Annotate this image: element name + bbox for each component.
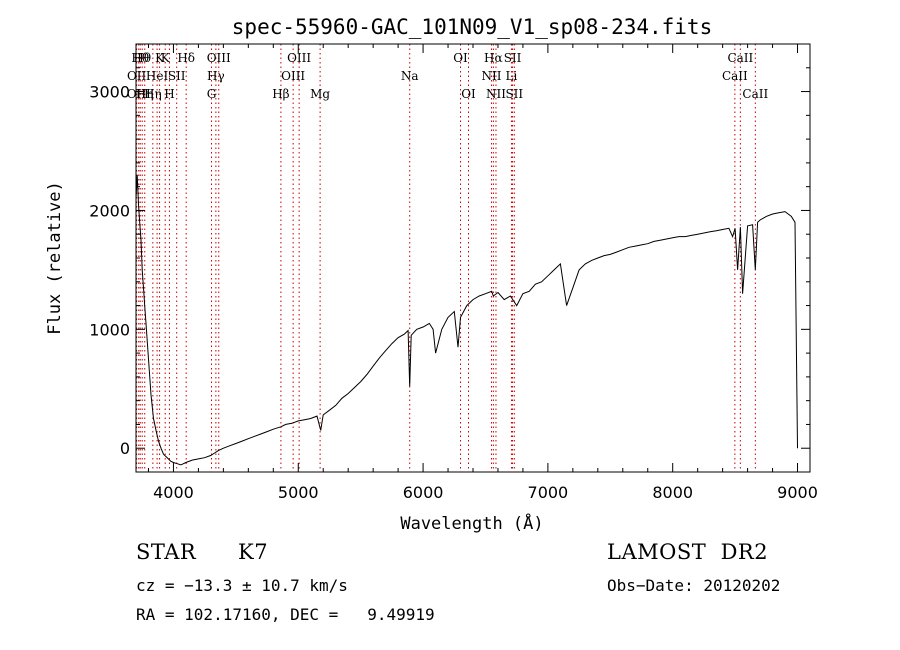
line-label-11: Hδ	[177, 51, 195, 65]
line-label-3: Hθ	[133, 51, 151, 65]
line-label-15: Hβ	[272, 87, 289, 101]
x-tick-label-2: 6000	[403, 483, 444, 502]
line-label-27: SII	[505, 87, 523, 101]
line-label-25: Li	[506, 69, 518, 83]
line-label-24: NII	[486, 87, 506, 101]
line-label-19: Na	[401, 69, 419, 83]
object-subclass: K7	[238, 540, 269, 564]
redshift-velocity: cz = −13.3 ± 10.7 km/s	[136, 576, 348, 595]
line-label-4: Hη	[136, 87, 154, 101]
chart-title: spec-55960-GAC_101N09_V1_sp08-234.fits	[232, 15, 712, 39]
line-label-5: Hη	[144, 87, 162, 101]
x-tick-label-1: 5000	[278, 483, 319, 502]
y-tick-label-0: 0	[120, 439, 130, 458]
line-label-26: SII	[504, 51, 522, 65]
spectral-line-labels: OIIOIIIHθHθHηHηHeIKKHSIIHδGHγOIIIHβOIIIO…	[127, 51, 769, 101]
line-label-28: CaII	[722, 69, 748, 83]
y-axis-label: Flux (relative)	[45, 181, 65, 335]
line-label-20: OI	[453, 51, 468, 65]
observation-date: Obs−Date: 20120202	[607, 576, 781, 595]
object-class: STAR	[136, 540, 197, 564]
survey-name: LAMOST DR2	[607, 540, 769, 564]
line-label-14: OIII	[207, 51, 231, 65]
line-label-0: OII	[127, 69, 147, 83]
x-tick-label-5: 9000	[777, 483, 818, 502]
line-label-23: Hα	[484, 51, 503, 65]
y-tick-label-2: 2000	[89, 201, 130, 220]
y-tick-label-3: 3000	[89, 83, 130, 102]
spectrum-line	[135, 174, 798, 466]
plot-frame	[135, 43, 811, 473]
x-axis-label: Wavelength (Å)	[400, 512, 543, 534]
line-label-13: Hγ	[207, 69, 225, 83]
line-label-21: OI	[461, 87, 476, 101]
x-tick-label-4: 8000	[652, 483, 693, 502]
y-tick-label-1: 1000	[89, 320, 130, 339]
coordinates: RA = 102.17160, DEC = 9.49919	[136, 605, 435, 624]
x-tick-label-3: 7000	[528, 483, 569, 502]
line-label-22: NII	[481, 69, 501, 83]
line-label-1: OIII	[127, 87, 151, 101]
line-label-7: K	[155, 51, 165, 65]
line-label-9: H	[164, 87, 174, 101]
line-label-29: CaII	[727, 51, 753, 65]
x-axis-ticks: 4000 5000 6000 7000 8000 9000	[147, 44, 818, 502]
x-tick-label-0: 4000	[153, 483, 194, 502]
line-label-30: CaII	[742, 87, 768, 101]
line-label-17: OIII	[287, 51, 311, 65]
line-label-18: Mg	[310, 87, 330, 101]
line-label-10: SII	[168, 69, 186, 83]
line-label-8: K	[161, 51, 171, 65]
line-label-16: OIII	[281, 69, 305, 83]
y-axis-ticks: 0 1000 2000 3000	[89, 43, 810, 473]
line-label-12: G	[207, 87, 217, 101]
line-label-6: HeI	[146, 69, 169, 83]
spectral-line-markers	[136, 44, 756, 472]
